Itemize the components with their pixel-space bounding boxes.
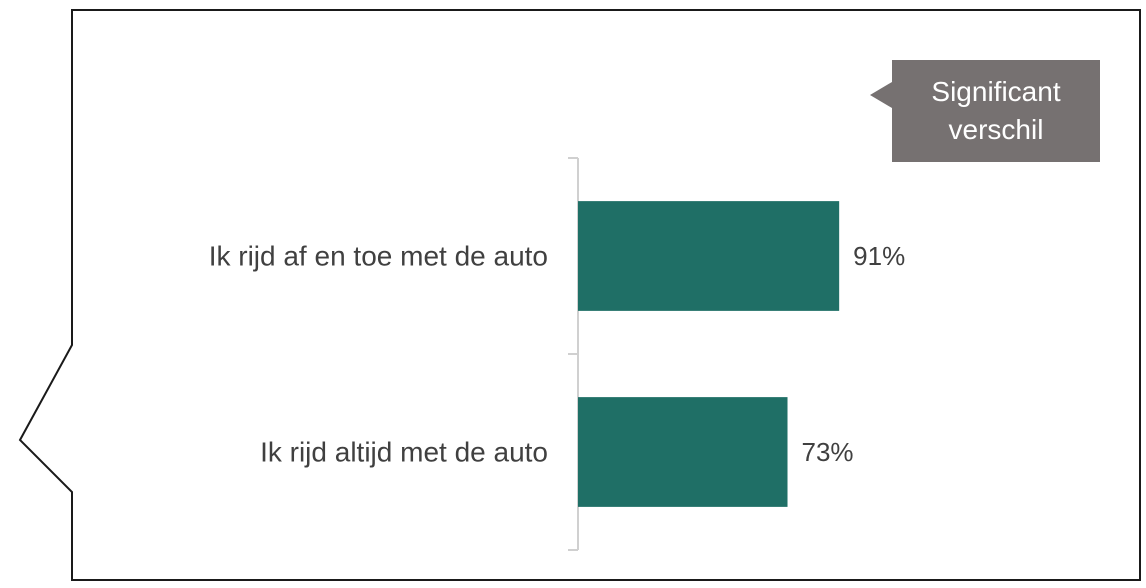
bar [578,201,840,311]
value-label: 91% [853,241,905,271]
annotation: Significant verschil [931,76,1061,145]
value-label: 73% [802,437,854,467]
category-label: Ik rijd altijd met de auto [260,436,548,467]
bar [578,397,788,507]
annotation-box [870,60,1100,162]
category-label: Ik rijd af en toe met de auto [209,240,548,271]
